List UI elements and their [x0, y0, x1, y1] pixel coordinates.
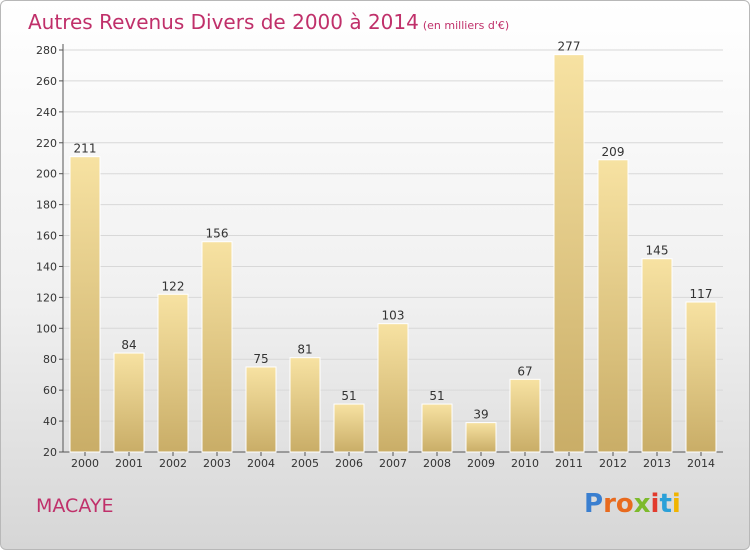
logo-letter: o: [615, 489, 634, 519]
logo-letter: i: [650, 489, 660, 519]
y-tick-label: 60: [43, 384, 57, 397]
chart-title-main: Autres Revenus Divers de 2000 à 2014: [28, 10, 419, 34]
data-label: 156: [206, 227, 229, 241]
data-label: 84: [121, 338, 136, 352]
data-label: 122: [162, 279, 185, 293]
y-tick-labels: 20 40 60 80 100 120 140 160 180 200 220 240 260 280: [36, 44, 57, 459]
y-tick-label: 80: [43, 353, 57, 366]
logo-letter: r: [603, 489, 616, 519]
data-label: 117: [690, 287, 713, 301]
bar-2011: [553, 54, 585, 453]
x-tick-label: 2003: [203, 457, 231, 470]
x-tick-label: 2004: [247, 457, 275, 470]
y-tick-label: 180: [36, 199, 57, 212]
x-tick-label: 2009: [467, 457, 495, 470]
bar-2000: [69, 156, 101, 453]
x-tick-label: 2006: [335, 457, 363, 470]
y-tick-label: 280: [36, 44, 57, 57]
logo-letter: i: [671, 489, 681, 519]
y-tick-label: 200: [36, 168, 57, 181]
data-label: 67: [517, 364, 532, 378]
x-tick-label: 2011: [555, 457, 583, 470]
bar-2002: [157, 293, 189, 453]
town-name: MACAYE: [36, 495, 114, 517]
bar-2001: [113, 352, 145, 453]
x-tick-label: 2014: [687, 457, 715, 470]
data-label: 103: [382, 309, 405, 323]
bar-2010: [509, 378, 541, 453]
x-tick-labels: 2000 2001 2002 2003 2004 2005 2006 2007 2008 2009…: [71, 452, 715, 470]
y-tick-label: 160: [36, 230, 57, 243]
x-tick-label: 2012: [599, 457, 627, 470]
y-tick-label: 40: [43, 415, 57, 428]
bar-2012: [597, 159, 629, 453]
bar-2014: [685, 301, 717, 453]
x-tick-label: 2010: [511, 457, 539, 470]
data-label: 81: [297, 343, 312, 357]
y-tick-label: 140: [36, 260, 57, 273]
bar-2003: [201, 241, 233, 453]
bars: [69, 54, 717, 453]
bar-2004: [245, 366, 277, 453]
y-tick-label: 120: [36, 291, 57, 304]
x-tick-label: 2007: [379, 457, 407, 470]
data-label: 145: [646, 244, 669, 258]
bar-2013: [641, 258, 673, 453]
x-tick-label: 2008: [423, 457, 451, 470]
bar-2008: [421, 403, 453, 453]
logo-letter: t: [659, 489, 672, 519]
y-tick-label: 220: [36, 137, 57, 150]
data-label: 51: [429, 389, 444, 403]
x-tick-label: 2000: [71, 457, 99, 470]
x-tick-label: 2013: [643, 457, 671, 470]
logo-letter: x: [633, 489, 651, 519]
data-label: 39: [473, 408, 488, 422]
logo-letter: P: [584, 489, 604, 519]
chart-title: Autres Revenus Divers de 2000 à 2014 (en …: [28, 10, 509, 34]
data-label: 277: [558, 40, 581, 54]
data-labels: 211 84 122 156 75 81 51 103 51 39 67 277 209 145 117: [74, 40, 713, 422]
bar-2009: [465, 422, 497, 453]
chart-title-unit: (en milliers d'€): [422, 19, 510, 32]
y-tick-label: 240: [36, 106, 57, 119]
bar-2005: [289, 357, 321, 453]
y-tick-label: 260: [36, 75, 57, 88]
bar-2006: [333, 403, 365, 453]
x-tick-label: 2002: [159, 457, 187, 470]
bar-2007: [377, 323, 409, 453]
data-label: 209: [602, 145, 625, 159]
data-label: 51: [341, 389, 356, 403]
proxiti-logo[interactable]: Proxiti: [584, 489, 681, 519]
y-tick-label: 100: [36, 322, 57, 335]
data-label: 75: [253, 352, 268, 366]
x-tick-label: 2001: [115, 457, 143, 470]
x-tick-label: 2005: [291, 457, 319, 470]
y-tick-label: 20: [43, 446, 57, 459]
data-label: 211: [74, 142, 97, 156]
